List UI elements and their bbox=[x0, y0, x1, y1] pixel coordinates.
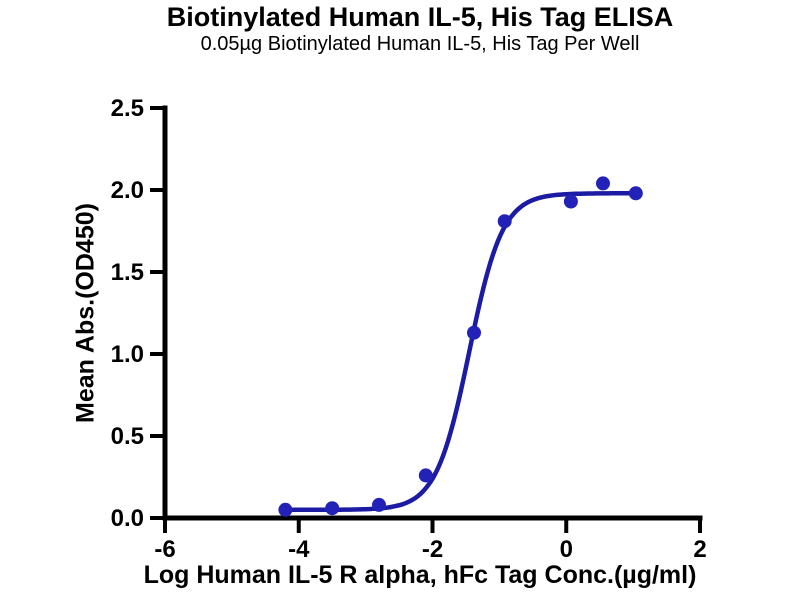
x-tick-label: -2 bbox=[422, 536, 443, 563]
data-point bbox=[467, 325, 481, 340]
data-point bbox=[372, 497, 386, 512]
data-point bbox=[596, 176, 610, 191]
x-axis-label: Log Human IL-5 R alpha, hFc Tag Conc.(µg… bbox=[143, 561, 697, 589]
y-axis-label: Mean Abs.(OD450) bbox=[71, 203, 100, 423]
y-tick-label: 0.5 bbox=[111, 423, 144, 450]
axes-lines bbox=[162, 105, 703, 521]
fit-curve bbox=[283, 191, 639, 513]
y-tick-label: 2.0 bbox=[111, 177, 144, 204]
data-point bbox=[497, 214, 512, 229]
data-point bbox=[278, 502, 293, 517]
data-point bbox=[628, 186, 643, 201]
data-point bbox=[325, 501, 340, 516]
data-point bbox=[418, 468, 433, 483]
chart-title: Biotinylated Human IL-5, His Tag ELISA bbox=[166, 2, 674, 32]
y-tick-label: 2.5 bbox=[111, 95, 144, 122]
y-tick-label: 1.0 bbox=[111, 341, 144, 368]
x-tick-label: -4 bbox=[288, 536, 310, 563]
chart-subtitle: 0.05µg Biotinylated Human IL-5, His Tag … bbox=[200, 33, 640, 55]
y-tick-label: 1.5 bbox=[111, 259, 144, 286]
y-tick-label: 0.0 bbox=[111, 505, 144, 532]
x-tick-label: 0 bbox=[560, 536, 573, 563]
x-tick-label: -6 bbox=[154, 536, 175, 563]
data-point bbox=[563, 194, 578, 209]
x-tick-label: 2 bbox=[693, 536, 706, 563]
